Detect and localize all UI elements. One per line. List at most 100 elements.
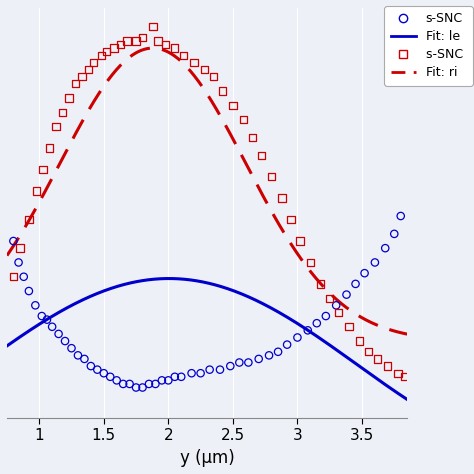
- s-SNC: [32, 301, 39, 309]
- s-SNC: [236, 359, 243, 366]
- s-SNC : [248, 134, 256, 141]
- s-SNC: [343, 291, 350, 299]
- s-SNC : [59, 109, 66, 116]
- s-SNC: [397, 212, 404, 220]
- Fit: ri: (1.88, 0.82): ri: (1.88, 0.82): [150, 45, 155, 51]
- s-SNC : [296, 237, 304, 245]
- s-SNC : [345, 323, 353, 330]
- s-SNC: [74, 352, 82, 359]
- s-SNC : [162, 41, 170, 48]
- s-SNC : [97, 51, 105, 59]
- s-SNC : [278, 194, 286, 202]
- s-SNC: [100, 369, 108, 377]
- Fit: ri: (3.01, 0.239): ri: (3.01, 0.239): [296, 253, 301, 259]
- s-SNC: [332, 301, 340, 309]
- Fit: le: (0.75, -0.0136): le: (0.75, -0.0136): [4, 343, 10, 349]
- s-SNC: [371, 259, 379, 266]
- Fit: ri: (3.85, 0.0194): ri: (3.85, 0.0194): [404, 331, 410, 337]
- s-SNC: [352, 280, 359, 288]
- Fit: ri: (0.75, 0.239): ri: (0.75, 0.239): [4, 253, 10, 258]
- s-SNC : [268, 173, 275, 181]
- s-SNC : [132, 37, 140, 45]
- s-SNC: [283, 341, 291, 348]
- s-SNC : [154, 37, 162, 45]
- s-SNC : [33, 187, 40, 195]
- X-axis label: y (μm): y (μm): [180, 449, 235, 467]
- Line: Fit: le: Fit: le: [7, 279, 407, 400]
- s-SNC : [65, 94, 73, 102]
- s-SNC: [145, 380, 153, 388]
- s-SNC: [87, 362, 95, 370]
- s-SNC : [78, 73, 86, 81]
- s-SNC : [102, 48, 110, 55]
- Fit: le: (1.76, 0.167): le: (1.76, 0.167): [135, 279, 140, 284]
- s-SNC : [201, 66, 208, 73]
- s-SNC: [139, 384, 146, 392]
- s-SNC : [39, 166, 47, 173]
- s-SNC: [206, 366, 213, 374]
- s-SNC: [9, 237, 17, 245]
- s-SNC : [229, 101, 237, 109]
- s-SNC: [107, 373, 114, 381]
- s-SNC : [365, 348, 372, 356]
- s-SNC: [245, 359, 252, 366]
- s-SNC: [361, 269, 368, 277]
- s-SNC: [255, 355, 263, 363]
- Fit: le: (3.01, 0.0466): le: (3.01, 0.0466): [296, 321, 301, 327]
- s-SNC: [382, 245, 389, 252]
- s-SNC: [227, 362, 234, 370]
- s-SNC : [149, 23, 156, 30]
- Fit: le: (3.85, -0.163): le: (3.85, -0.163): [404, 397, 410, 402]
- Fit: ri: (1.99, 0.811): ri: (1.99, 0.811): [164, 48, 169, 54]
- s-SNC : [46, 144, 54, 152]
- s-SNC : [16, 245, 24, 252]
- s-SNC: [265, 352, 273, 359]
- s-SNC: [15, 259, 22, 266]
- s-SNC: [274, 348, 282, 356]
- Fit: le: (2, 0.175): le: (2, 0.175): [165, 276, 171, 282]
- s-SNC: [113, 376, 120, 384]
- s-SNC : [90, 59, 97, 66]
- s-SNC: [152, 380, 159, 388]
- s-SNC : [239, 116, 247, 123]
- Fit: le: (3, 0.0502): le: (3, 0.0502): [294, 320, 300, 326]
- s-SNC : [9, 273, 17, 281]
- s-SNC : [191, 59, 198, 66]
- s-SNC : [84, 66, 92, 73]
- s-SNC : [219, 87, 227, 95]
- s-SNC : [117, 41, 124, 48]
- s-SNC: [322, 312, 329, 320]
- s-SNC : [72, 80, 79, 88]
- s-SNC: [48, 323, 56, 330]
- s-SNC: [43, 316, 51, 323]
- s-SNC: [304, 327, 311, 334]
- s-SNC : [326, 294, 334, 302]
- Fit: le: (1.12, 0.0742): le: (1.12, 0.0742): [52, 312, 58, 318]
- s-SNC: [171, 373, 179, 381]
- s-SNC: [391, 230, 398, 237]
- s-SNC: [81, 355, 88, 363]
- Fit: ri: (1.76, 0.809): ri: (1.76, 0.809): [135, 49, 140, 55]
- s-SNC: [132, 384, 140, 392]
- s-SNC : [356, 337, 363, 345]
- s-SNC : [374, 355, 381, 363]
- s-SNC: [38, 312, 46, 320]
- s-SNC: [177, 373, 185, 381]
- s-SNC: [216, 366, 224, 374]
- s-SNC : [317, 280, 325, 288]
- s-SNC: [93, 366, 101, 374]
- s-SNC: [126, 380, 133, 388]
- s-SNC : [171, 44, 179, 52]
- s-SNC: [158, 376, 166, 384]
- Fit: ri: (2.71, 0.423): ri: (2.71, 0.423): [257, 187, 263, 192]
- s-SNC: [294, 334, 301, 341]
- s-SNC: [164, 376, 172, 384]
- s-SNC: [197, 369, 204, 377]
- s-SNC : [25, 216, 33, 223]
- s-SNC: [188, 369, 195, 377]
- Fit: le: (1.98, 0.175): le: (1.98, 0.175): [163, 276, 168, 282]
- s-SNC: [25, 287, 33, 295]
- s-SNC : [110, 44, 118, 52]
- Legend: s-SNC, Fit: le, s-SNC , Fit: ri: s-SNC, Fit: le, s-SNC , Fit: ri: [384, 6, 473, 85]
- s-SNC: [20, 273, 27, 281]
